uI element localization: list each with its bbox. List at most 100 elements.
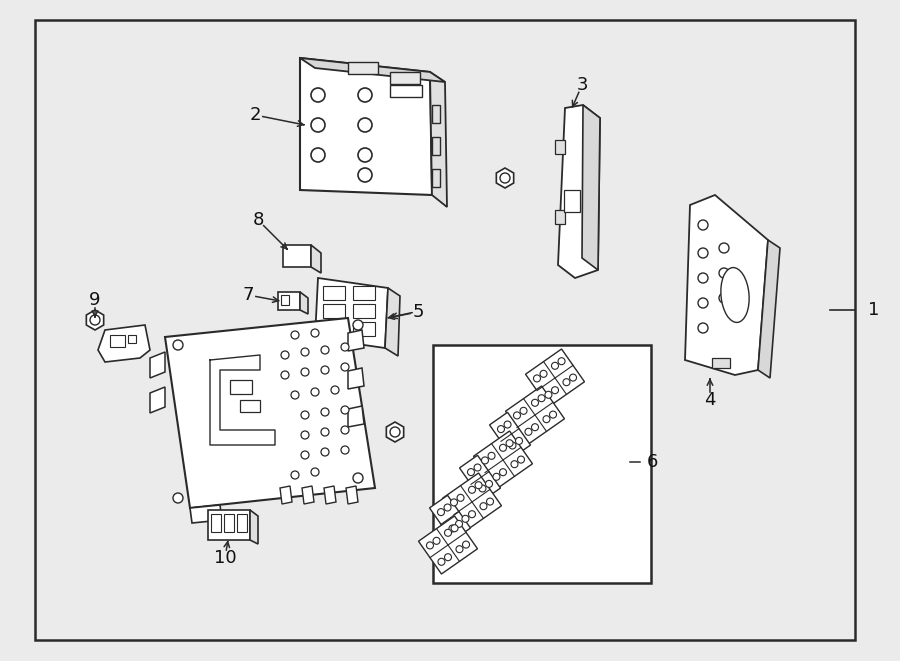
Polygon shape xyxy=(473,431,533,489)
Circle shape xyxy=(358,118,372,132)
Circle shape xyxy=(321,448,329,456)
Text: 2: 2 xyxy=(249,106,261,124)
Bar xyxy=(110,335,125,347)
Circle shape xyxy=(511,461,518,468)
Polygon shape xyxy=(98,325,150,362)
Circle shape xyxy=(698,248,708,258)
Bar xyxy=(432,169,440,187)
Circle shape xyxy=(451,499,457,506)
Circle shape xyxy=(445,529,452,536)
Circle shape xyxy=(358,88,372,102)
Bar xyxy=(390,85,422,97)
Circle shape xyxy=(301,431,309,439)
Circle shape xyxy=(504,421,511,428)
Circle shape xyxy=(331,386,339,394)
Bar xyxy=(555,140,565,154)
Circle shape xyxy=(321,408,329,416)
Polygon shape xyxy=(300,58,445,82)
Bar xyxy=(432,105,440,123)
Polygon shape xyxy=(311,245,321,273)
Bar xyxy=(281,295,289,305)
Circle shape xyxy=(449,525,456,532)
Polygon shape xyxy=(429,495,471,541)
Circle shape xyxy=(291,471,299,479)
Circle shape xyxy=(558,358,565,365)
Circle shape xyxy=(311,329,319,337)
Circle shape xyxy=(493,473,500,481)
Circle shape xyxy=(173,340,183,350)
Circle shape xyxy=(341,446,349,454)
Circle shape xyxy=(445,554,452,561)
Circle shape xyxy=(321,428,329,436)
Circle shape xyxy=(509,442,516,449)
Circle shape xyxy=(516,438,523,444)
Circle shape xyxy=(485,481,492,487)
Circle shape xyxy=(719,293,729,303)
Circle shape xyxy=(520,407,527,414)
Bar xyxy=(353,304,375,318)
Circle shape xyxy=(469,511,475,518)
Circle shape xyxy=(321,346,329,354)
Polygon shape xyxy=(150,387,165,413)
Circle shape xyxy=(500,444,507,451)
Polygon shape xyxy=(324,486,336,504)
Circle shape xyxy=(433,537,440,544)
Polygon shape xyxy=(496,168,514,188)
Bar xyxy=(348,62,378,74)
Polygon shape xyxy=(346,486,358,504)
Circle shape xyxy=(301,451,309,459)
Circle shape xyxy=(552,362,559,369)
Circle shape xyxy=(500,173,510,183)
Text: 7: 7 xyxy=(242,286,254,304)
Circle shape xyxy=(358,148,372,162)
Circle shape xyxy=(291,391,299,399)
Polygon shape xyxy=(165,318,375,508)
Circle shape xyxy=(173,493,183,503)
Circle shape xyxy=(455,520,463,527)
Circle shape xyxy=(469,486,475,493)
Circle shape xyxy=(487,498,493,505)
Bar xyxy=(712,358,730,368)
Polygon shape xyxy=(430,72,447,207)
Circle shape xyxy=(462,516,469,522)
Bar xyxy=(432,137,440,155)
Circle shape xyxy=(698,323,708,333)
Bar xyxy=(230,380,252,394)
Polygon shape xyxy=(86,310,104,330)
Polygon shape xyxy=(348,368,364,389)
Circle shape xyxy=(474,464,481,471)
Circle shape xyxy=(550,411,556,418)
Ellipse shape xyxy=(721,268,749,323)
Bar xyxy=(208,510,250,540)
Circle shape xyxy=(353,473,363,483)
Circle shape xyxy=(475,482,482,488)
Polygon shape xyxy=(460,455,500,500)
Polygon shape xyxy=(490,412,530,457)
Bar xyxy=(323,286,345,300)
Polygon shape xyxy=(150,352,165,378)
Polygon shape xyxy=(582,105,600,270)
Circle shape xyxy=(488,452,495,459)
Polygon shape xyxy=(315,278,388,348)
Polygon shape xyxy=(348,406,364,427)
Bar xyxy=(211,514,221,532)
Circle shape xyxy=(506,440,513,447)
Polygon shape xyxy=(385,288,400,356)
Circle shape xyxy=(444,504,451,511)
Circle shape xyxy=(532,399,538,407)
Circle shape xyxy=(301,411,309,419)
Text: 1: 1 xyxy=(868,301,879,319)
Text: 5: 5 xyxy=(412,303,424,321)
Polygon shape xyxy=(280,486,292,504)
Circle shape xyxy=(301,368,309,376)
Circle shape xyxy=(514,412,520,419)
Circle shape xyxy=(281,351,289,359)
Circle shape xyxy=(543,416,550,422)
Circle shape xyxy=(482,457,489,464)
Bar xyxy=(224,514,234,532)
Circle shape xyxy=(570,374,577,381)
Circle shape xyxy=(90,315,100,325)
Circle shape xyxy=(467,469,474,476)
Circle shape xyxy=(719,243,729,253)
Polygon shape xyxy=(250,510,258,544)
